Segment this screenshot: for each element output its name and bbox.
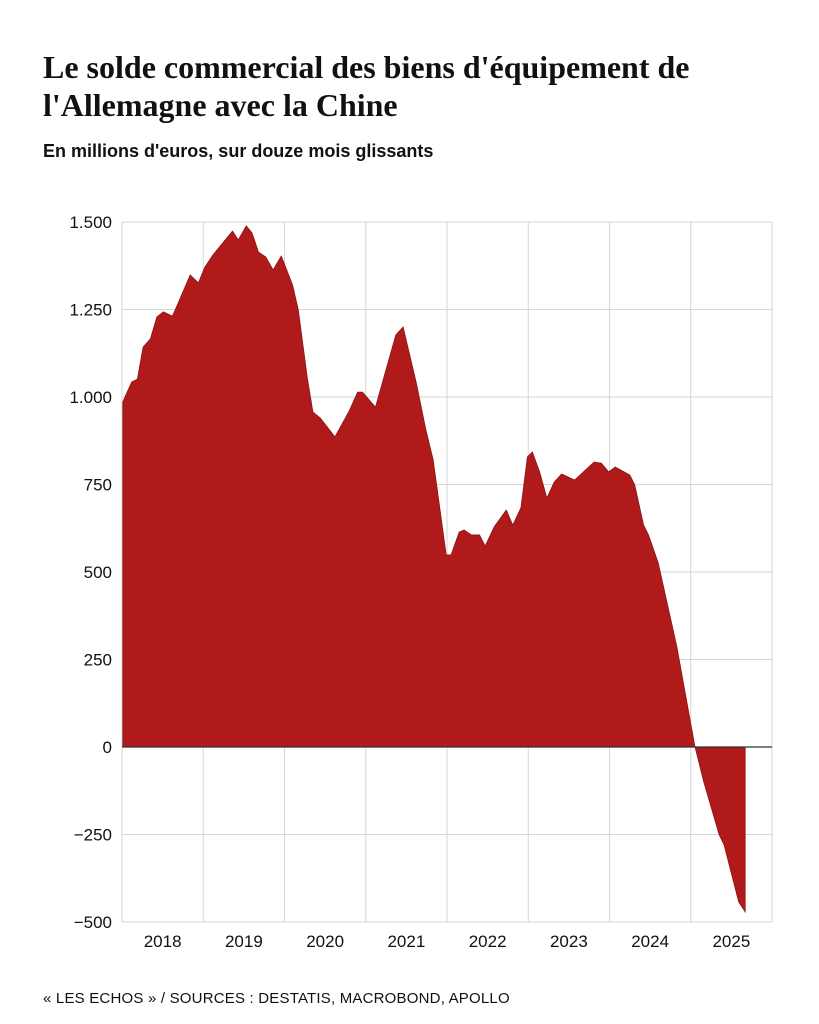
x-tick-label: 2020 <box>306 932 344 951</box>
y-tick-label: −500 <box>74 913 112 932</box>
y-tick-label: 0 <box>103 738 112 757</box>
x-tick-label: 2022 <box>469 932 507 951</box>
chart-title: Le solde commercial des biens d'équipeme… <box>43 49 690 123</box>
x-tick-label: 2024 <box>631 932 669 951</box>
x-tick-label: 2018 <box>144 932 182 951</box>
x-tick-label: 2023 <box>550 932 588 951</box>
x-tick-label: 2019 <box>225 932 263 951</box>
y-tick-label: 1.500 <box>69 213 112 232</box>
y-tick-label: 250 <box>84 651 112 670</box>
area-series <box>122 225 746 914</box>
x-tick-label: 2021 <box>387 932 425 951</box>
y-tick-label: −250 <box>74 826 112 845</box>
y-tick-label: 750 <box>84 476 112 495</box>
y-tick-label: 1.250 <box>69 301 112 320</box>
y-tick-label: 500 <box>84 563 112 582</box>
x-tick-label: 2025 <box>712 932 750 951</box>
chart-subtitle: En millions d'euros, sur douze mois glis… <box>43 141 434 161</box>
chart-source: « LES ECHOS » / SOURCES : DESTATIS, MACR… <box>43 990 510 1007</box>
y-tick-label: 1.000 <box>69 388 112 407</box>
